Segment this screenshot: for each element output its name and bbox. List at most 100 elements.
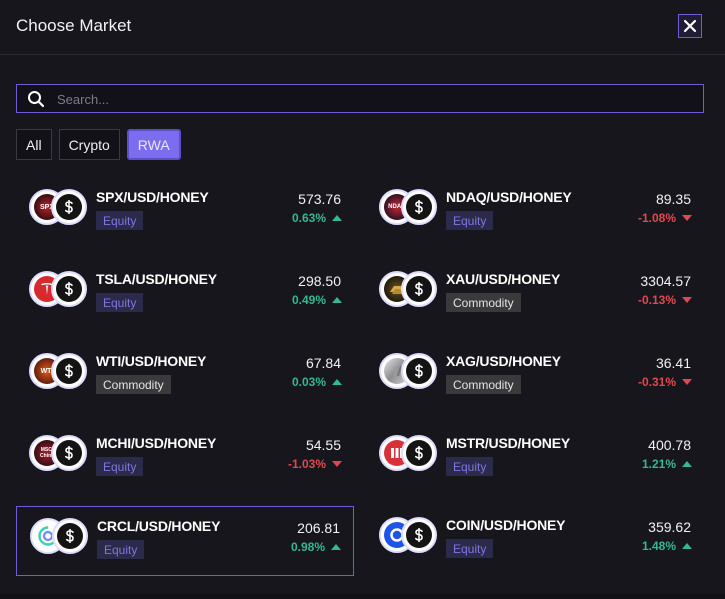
price: 3304.57: [640, 273, 691, 289]
price-change: -0.31%: [638, 375, 692, 389]
pair-name: XAU/USD/HONEY: [446, 271, 561, 287]
price: 36.41: [655, 355, 691, 371]
dollar-icon: [401, 435, 437, 471]
price-change: 0.98%: [291, 540, 341, 554]
dollar-icon: [51, 353, 87, 389]
pair-icons: [30, 518, 94, 558]
market-card-coin[interactable]: COIN/USD/HONEY Equity 359.62 1.48%: [366, 506, 704, 576]
price-change: -0.13%: [638, 293, 692, 307]
arrow-up-icon: [332, 379, 342, 385]
dollar-icon: [51, 271, 87, 307]
pair-icons: NDAQ: [379, 189, 443, 229]
pair-name: MCHI/USD/HONEY: [96, 435, 217, 451]
dollar-icon: [52, 518, 88, 554]
close-button[interactable]: [678, 14, 702, 38]
asset-type-tag: Equity: [446, 211, 494, 230]
price: 89.35: [655, 191, 691, 207]
asset-type-tag: Equity: [97, 540, 145, 559]
bottom-edge: [0, 594, 725, 599]
market-card-wti[interactable]: WTI WTI/USD/HONEY Commodity 67.84 0.03%: [16, 342, 354, 412]
pair-icons: [379, 271, 443, 311]
dollar-icon: [51, 189, 87, 225]
arrow-up-icon: [682, 461, 692, 467]
price-change: 0.03%: [292, 375, 342, 389]
price-change: 1.48%: [642, 539, 692, 553]
change-value: 1.48%: [641, 539, 676, 553]
pair-name: NDAQ/USD/HONEY: [446, 189, 572, 205]
market-card-ndaq[interactable]: NDAQ NDAQ/USD/HONEY Equity 89.35 -1.08%: [366, 178, 704, 248]
pair-name: WTI/USD/HONEY: [96, 353, 207, 369]
pair-name: SPX/USD/HONEY: [96, 189, 209, 205]
change-value: 0.03%: [291, 375, 326, 389]
dollar-icon: [401, 271, 437, 307]
pair-icons: [379, 517, 443, 557]
market-card-crcl[interactable]: CRCL/USD/HONEY Equity 206.81 0.98%: [16, 506, 354, 576]
arrow-up-icon: [331, 544, 341, 550]
arrow-down-icon: [682, 297, 692, 303]
asset-type-tag: Equity: [96, 211, 144, 230]
price: 67.84: [305, 355, 341, 371]
pair-icons: MSCI China: [29, 435, 93, 475]
market-card-spx[interactable]: SPX SPX/USD/HONEY Equity 573.76 0.63%: [16, 178, 354, 248]
price: 206.81: [297, 520, 340, 536]
price-change: -1.08%: [638, 211, 692, 225]
asset-type-tag: Equity: [96, 457, 144, 476]
arrow-up-icon: [682, 543, 692, 549]
pair-name: MSTR/USD/HONEY: [446, 435, 570, 451]
price: 573.76: [298, 191, 341, 207]
asset-type-tag: Commodity: [446, 375, 521, 394]
dollar-icon: [401, 517, 437, 553]
price: 359.62: [648, 519, 691, 535]
pair-icons: [379, 435, 443, 475]
asset-type-tag: Equity: [446, 539, 494, 558]
dollar-icon: [401, 353, 437, 389]
filter-rwa[interactable]: RWA: [126, 129, 181, 160]
change-value: 0.49%: [291, 293, 326, 307]
pair-name: XAG/USD/HONEY: [446, 353, 561, 369]
change-value: -1.03%: [287, 457, 326, 471]
arrow-down-icon: [682, 379, 692, 385]
arrow-down-icon: [332, 461, 342, 467]
price-change: 1.21%: [642, 457, 692, 471]
asset-type-tag: Commodity: [96, 375, 171, 394]
price: 298.50: [298, 273, 341, 289]
pair-icons: SPX: [29, 189, 93, 229]
pair-name: COIN/USD/HONEY: [446, 517, 566, 533]
arrow-up-icon: [332, 215, 342, 221]
pair-icons: WTI: [29, 353, 93, 393]
change-value: 0.98%: [290, 540, 325, 554]
pair-name: TSLA/USD/HONEY: [96, 271, 217, 287]
market-card-xag[interactable]: XAG/USD/HONEY Commodity 36.41 -0.31%: [366, 342, 704, 412]
change-value: -0.31%: [637, 375, 676, 389]
search-input[interactable]: [55, 85, 689, 114]
market-card-tsla[interactable]: TSLA/USD/HONEY Equity 298.50 0.49%: [16, 260, 354, 330]
pair-icons: [29, 271, 93, 311]
market-card-mstr[interactable]: MSTR/USD/HONEY Equity 400.78 1.21%: [366, 424, 704, 494]
change-value: 1.21%: [641, 457, 676, 471]
market-card-xau[interactable]: XAU/USD/HONEY Commodity 3304.57 -0.13%: [366, 260, 704, 330]
filter-tabs: All Crypto RWA: [16, 129, 181, 160]
price-change: 0.63%: [292, 211, 342, 225]
price: 400.78: [648, 437, 691, 453]
dialog-title: Choose Market: [16, 16, 132, 35]
search-icon: [28, 91, 45, 108]
market-card-mchi[interactable]: MSCI China MCHI/USD/HONEY Equity 54.55 -…: [16, 424, 354, 494]
price-change: 0.49%: [292, 293, 342, 307]
dollar-icon: [51, 435, 87, 471]
dollar-icon: [401, 189, 437, 225]
arrow-up-icon: [332, 297, 342, 303]
change-value: -1.08%: [637, 211, 676, 225]
search-box[interactable]: [16, 84, 704, 114]
asset-type-tag: Equity: [446, 457, 494, 476]
pair-name: CRCL/USD/HONEY: [97, 518, 221, 534]
pair-icons: [379, 353, 443, 393]
asset-type-tag: Commodity: [446, 293, 521, 312]
price-change: -1.03%: [288, 457, 342, 471]
dialog-header: Choose Market: [0, 0, 725, 55]
change-value: -0.13%: [637, 293, 676, 307]
filter-crypto[interactable]: Crypto: [58, 129, 120, 160]
filter-all[interactable]: All: [16, 129, 52, 160]
arrow-down-icon: [682, 215, 692, 221]
price: 54.55: [305, 437, 341, 453]
change-value: 0.63%: [291, 211, 326, 225]
